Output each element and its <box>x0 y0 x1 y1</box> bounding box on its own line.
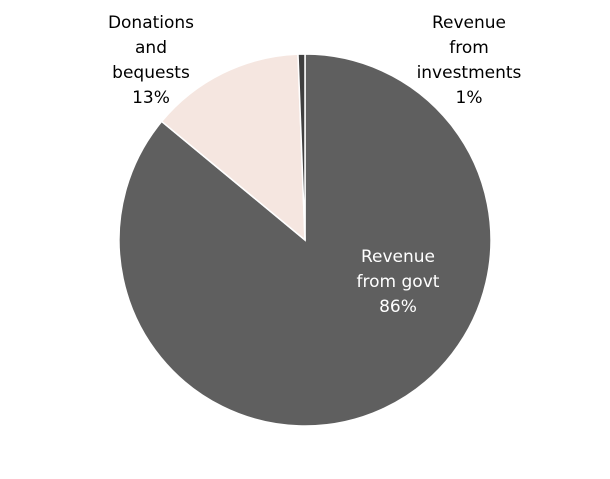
pie-slice-label-line: 1% <box>456 88 483 108</box>
pie-slice-label-0: Revenue from govt 86% <box>357 247 440 317</box>
pie-slice-label-line: bequests <box>112 63 190 83</box>
pie-slice-label-line: Revenue <box>432 13 506 33</box>
pie-slice-label-line: Revenue <box>361 247 435 267</box>
pie-slice-label-line: from govt <box>357 272 440 292</box>
pie-slice-label-line: 86% <box>379 297 417 317</box>
pie-slice-2 <box>297 53 306 241</box>
pie-slices <box>118 53 492 427</box>
pie-slice-label-line: Donations <box>108 13 194 33</box>
pie-slice-label-line: from <box>449 38 489 58</box>
pie-slice-label-2: Revenue from investments 1% <box>417 13 522 108</box>
pie-labels: Revenue from govt 86% Donations and bequests 1… <box>108 13 522 317</box>
pie-slice-label-line: and <box>135 38 167 58</box>
pie-slice-label-1: Donations and bequests 13% <box>108 13 194 108</box>
pie-slice-label-line: investments <box>417 63 522 83</box>
pie-slice-1 <box>160 53 306 242</box>
pie-slice-label-line: 13% <box>132 88 170 108</box>
